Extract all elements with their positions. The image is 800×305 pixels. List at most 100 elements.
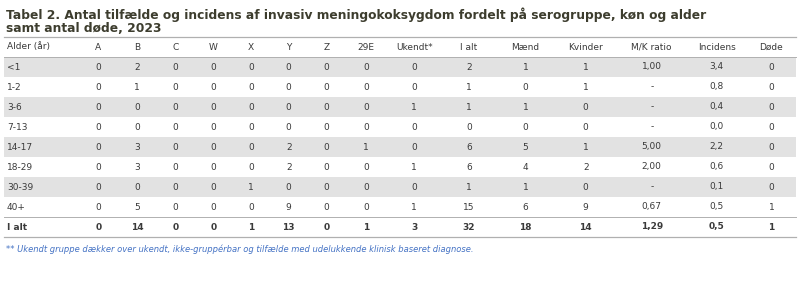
Text: <1: <1 xyxy=(7,63,20,71)
Text: 0: 0 xyxy=(95,123,101,131)
Text: 0: 0 xyxy=(323,182,330,192)
Text: 0: 0 xyxy=(769,182,774,192)
Text: 6: 6 xyxy=(522,203,528,211)
Text: 0: 0 xyxy=(323,163,330,171)
Text: 0: 0 xyxy=(173,163,178,171)
Text: 0: 0 xyxy=(95,82,101,92)
Text: 18: 18 xyxy=(519,223,532,231)
Bar xyxy=(4,157,796,177)
Text: Mænd: Mænd xyxy=(511,42,539,52)
Text: 0: 0 xyxy=(286,123,292,131)
Text: 0: 0 xyxy=(210,203,216,211)
Text: 0: 0 xyxy=(210,142,216,152)
Text: 5: 5 xyxy=(522,142,528,152)
Text: 14: 14 xyxy=(130,223,143,231)
Bar xyxy=(4,97,796,117)
Bar xyxy=(4,217,796,237)
Text: 1: 1 xyxy=(583,82,589,92)
Text: 1,29: 1,29 xyxy=(641,223,663,231)
Text: -: - xyxy=(650,82,654,92)
Text: 30-39: 30-39 xyxy=(7,182,34,192)
Text: 2: 2 xyxy=(466,63,472,71)
Text: 0: 0 xyxy=(411,82,417,92)
Text: 0,5: 0,5 xyxy=(710,203,724,211)
Text: 0: 0 xyxy=(95,102,101,112)
Text: Alder (år): Alder (år) xyxy=(7,42,50,52)
Text: 0: 0 xyxy=(173,203,178,211)
Text: 0: 0 xyxy=(173,82,178,92)
Text: 1: 1 xyxy=(466,82,472,92)
Text: 0: 0 xyxy=(323,102,330,112)
Text: 0: 0 xyxy=(411,142,417,152)
Text: 6: 6 xyxy=(466,142,472,152)
Bar xyxy=(4,77,796,97)
Text: A: A xyxy=(95,42,102,52)
Text: 0: 0 xyxy=(323,203,330,211)
Text: 0,0: 0,0 xyxy=(710,123,724,131)
Text: 0,4: 0,4 xyxy=(710,102,724,112)
Text: 0: 0 xyxy=(134,123,140,131)
Text: 2: 2 xyxy=(286,142,291,152)
Text: 2: 2 xyxy=(583,163,589,171)
Text: 1: 1 xyxy=(363,223,369,231)
Text: 0: 0 xyxy=(522,82,528,92)
Text: 0: 0 xyxy=(173,63,178,71)
Text: 0: 0 xyxy=(248,163,254,171)
Text: 0: 0 xyxy=(323,223,330,231)
Text: 0: 0 xyxy=(323,123,330,131)
Text: 1: 1 xyxy=(411,163,417,171)
Text: 0: 0 xyxy=(769,63,774,71)
Text: Tabel 2. Antal tilfælde og incidens af invasiv meningokoksygdom fordelt på serog: Tabel 2. Antal tilfælde og incidens af i… xyxy=(6,7,706,22)
Text: 2,2: 2,2 xyxy=(710,142,724,152)
Text: 0: 0 xyxy=(173,223,178,231)
Text: 0: 0 xyxy=(363,82,369,92)
Text: 0: 0 xyxy=(411,123,417,131)
Text: 0: 0 xyxy=(323,142,330,152)
Text: 7-13: 7-13 xyxy=(7,123,27,131)
Text: 1: 1 xyxy=(248,182,254,192)
Text: 1,00: 1,00 xyxy=(642,63,662,71)
Text: 18-29: 18-29 xyxy=(7,163,33,171)
Text: 0: 0 xyxy=(583,102,589,112)
Text: 0: 0 xyxy=(323,63,330,71)
Text: 0,1: 0,1 xyxy=(710,182,724,192)
Text: 0: 0 xyxy=(248,142,254,152)
Text: 1: 1 xyxy=(411,102,417,112)
Text: -: - xyxy=(650,123,654,131)
Text: Kvinder: Kvinder xyxy=(568,42,603,52)
Text: 0: 0 xyxy=(363,63,369,71)
Text: 40+: 40+ xyxy=(7,203,26,211)
Text: 1: 1 xyxy=(769,203,774,211)
Text: 3: 3 xyxy=(134,142,140,152)
Text: 0,6: 0,6 xyxy=(710,163,724,171)
Text: 0: 0 xyxy=(363,123,369,131)
Text: 0: 0 xyxy=(248,63,254,71)
Text: 1: 1 xyxy=(583,142,589,152)
Text: 0,8: 0,8 xyxy=(710,82,724,92)
Text: 0: 0 xyxy=(363,182,369,192)
Text: 1: 1 xyxy=(134,82,140,92)
Bar xyxy=(4,37,796,57)
Text: Ukendt*: Ukendt* xyxy=(396,42,433,52)
Text: 0: 0 xyxy=(95,182,101,192)
Text: 14-17: 14-17 xyxy=(7,142,33,152)
Text: 0: 0 xyxy=(210,82,216,92)
Text: 0: 0 xyxy=(173,123,178,131)
Text: 0: 0 xyxy=(769,82,774,92)
Text: 0: 0 xyxy=(134,182,140,192)
Text: 0: 0 xyxy=(95,63,101,71)
Text: 0: 0 xyxy=(210,182,216,192)
Text: 1: 1 xyxy=(768,223,774,231)
Text: 6: 6 xyxy=(466,163,472,171)
Text: 0: 0 xyxy=(248,123,254,131)
Text: 1-2: 1-2 xyxy=(7,82,22,92)
Bar xyxy=(4,177,796,197)
Text: 0: 0 xyxy=(95,203,101,211)
Bar xyxy=(4,117,796,137)
Text: 0: 0 xyxy=(248,82,254,92)
Text: 0: 0 xyxy=(173,182,178,192)
Text: 32: 32 xyxy=(462,223,475,231)
Text: 0: 0 xyxy=(95,142,101,152)
Text: -: - xyxy=(650,182,654,192)
Bar xyxy=(4,137,796,157)
